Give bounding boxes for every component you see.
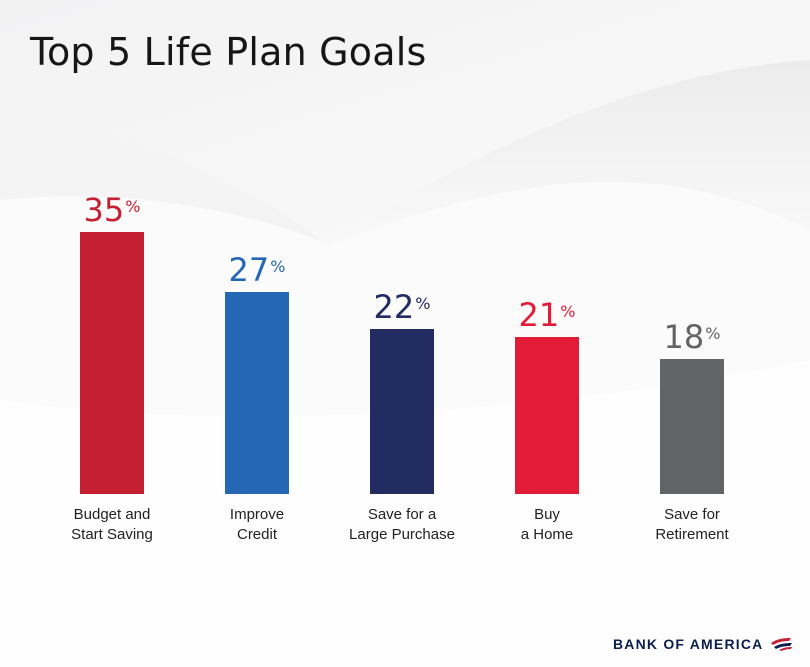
data-label-value: 21	[518, 295, 560, 334]
brand-name: BANK OF AMERICA	[613, 636, 764, 652]
category-label-line: Save for	[664, 506, 720, 523]
category-label: Save for Retirement	[617, 505, 767, 545]
data-label: 35%	[52, 194, 172, 226]
data-label-unit: %	[125, 197, 141, 216]
bar	[225, 291, 289, 494]
category-label-line: Retirement	[655, 526, 729, 543]
data-label-unit: %	[560, 301, 576, 321]
category-label-line: Save for a	[367, 506, 437, 523]
category-label-line: Large Purchase	[349, 526, 455, 543]
category-label-line: Buy	[534, 506, 560, 523]
data-label: 21%	[487, 299, 607, 331]
category-label-line: Credit	[236, 526, 277, 543]
data-label: 22%	[342, 291, 462, 323]
category-label: Budget and Start Saving	[37, 505, 187, 545]
category-label-line: Budget and	[73, 506, 151, 523]
bar	[660, 359, 724, 494]
data-label: 27%	[197, 254, 317, 286]
category-label-line: a Home	[520, 526, 574, 543]
brand-logo: BANK OF AMERICA	[613, 636, 793, 652]
data-label-unit: %	[270, 256, 286, 276]
category-label: Buy a Home	[472, 505, 622, 545]
data-label-unit: %	[415, 294, 431, 314]
data-label-value: 18	[663, 318, 705, 357]
chart-title: Top 5 Life Plan Goals	[30, 30, 427, 74]
category-label-line: Start Saving	[71, 526, 153, 543]
data-label-value: 27	[228, 250, 270, 289]
data-label-unit: %	[705, 324, 721, 344]
bar	[80, 232, 144, 494]
category-label: Save for a Large Purchase	[327, 505, 477, 545]
data-label-value: 35	[83, 191, 125, 229]
category-label: Improve Credit	[182, 505, 332, 545]
bar	[515, 336, 579, 494]
category-label-line: Improve	[229, 506, 285, 523]
bar	[370, 329, 434, 494]
flag-icon	[771, 638, 793, 651]
data-label: 18%	[632, 321, 752, 353]
data-label-value: 22	[373, 288, 415, 327]
